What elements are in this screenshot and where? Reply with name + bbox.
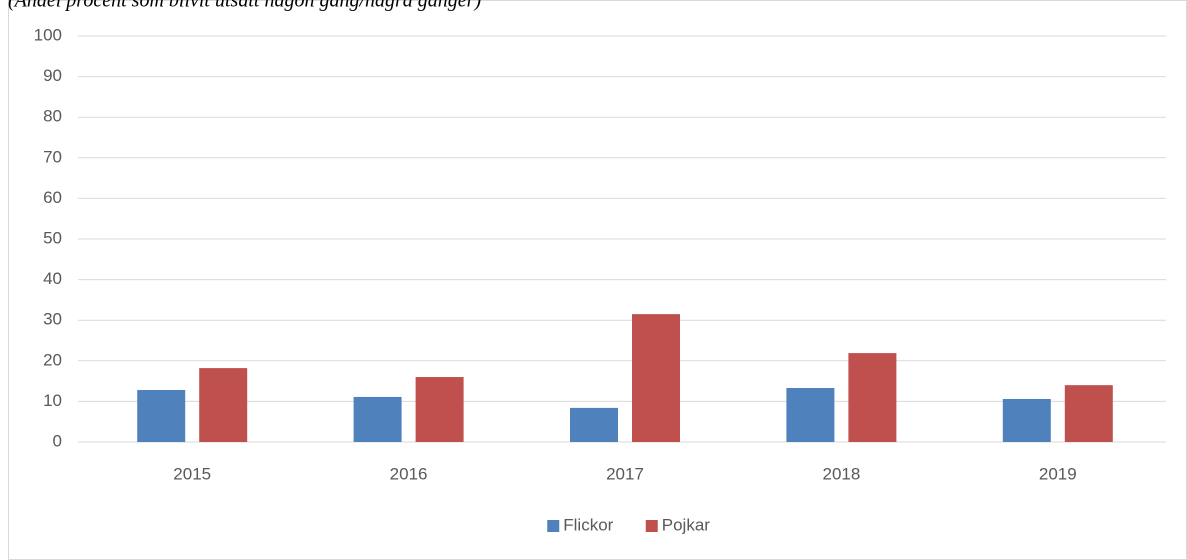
y-tick-label: 0: [53, 431, 62, 450]
bar: [1064, 385, 1113, 442]
chart-title: (Andel procent som blivit utsatt någon g…: [8, 0, 481, 12]
bar: [199, 368, 248, 442]
bar: [415, 377, 464, 442]
y-tick-label: 70: [43, 147, 62, 166]
bar: [786, 388, 835, 442]
bar: [632, 314, 680, 442]
x-tick-label: 2015: [173, 464, 211, 483]
y-tick-label: 60: [43, 188, 62, 207]
bar: [353, 396, 402, 442]
bar: [137, 390, 186, 442]
y-tick-label: 20: [43, 350, 62, 369]
x-tick-label: 2019: [1039, 464, 1077, 483]
y-tick-label: 10: [43, 391, 62, 410]
legend-label: Pojkar: [662, 515, 711, 534]
y-tick-label: 100: [34, 25, 62, 44]
y-tick-label: 30: [43, 310, 62, 329]
legend-swatch: [645, 520, 658, 532]
bar: [1002, 398, 1051, 442]
x-tick-label: 2016: [390, 464, 428, 483]
y-tick-label: 80: [43, 107, 62, 126]
legend-label: Flickor: [563, 515, 613, 534]
y-tick-label: 40: [43, 269, 62, 288]
y-tick-label: 50: [43, 228, 62, 247]
bar: [570, 407, 618, 442]
y-tick-label: 90: [43, 66, 62, 85]
x-tick-label: 2017: [606, 464, 644, 483]
x-tick-label: 2018: [822, 464, 860, 483]
bar: [848, 353, 897, 442]
legend-swatch: [547, 520, 560, 532]
